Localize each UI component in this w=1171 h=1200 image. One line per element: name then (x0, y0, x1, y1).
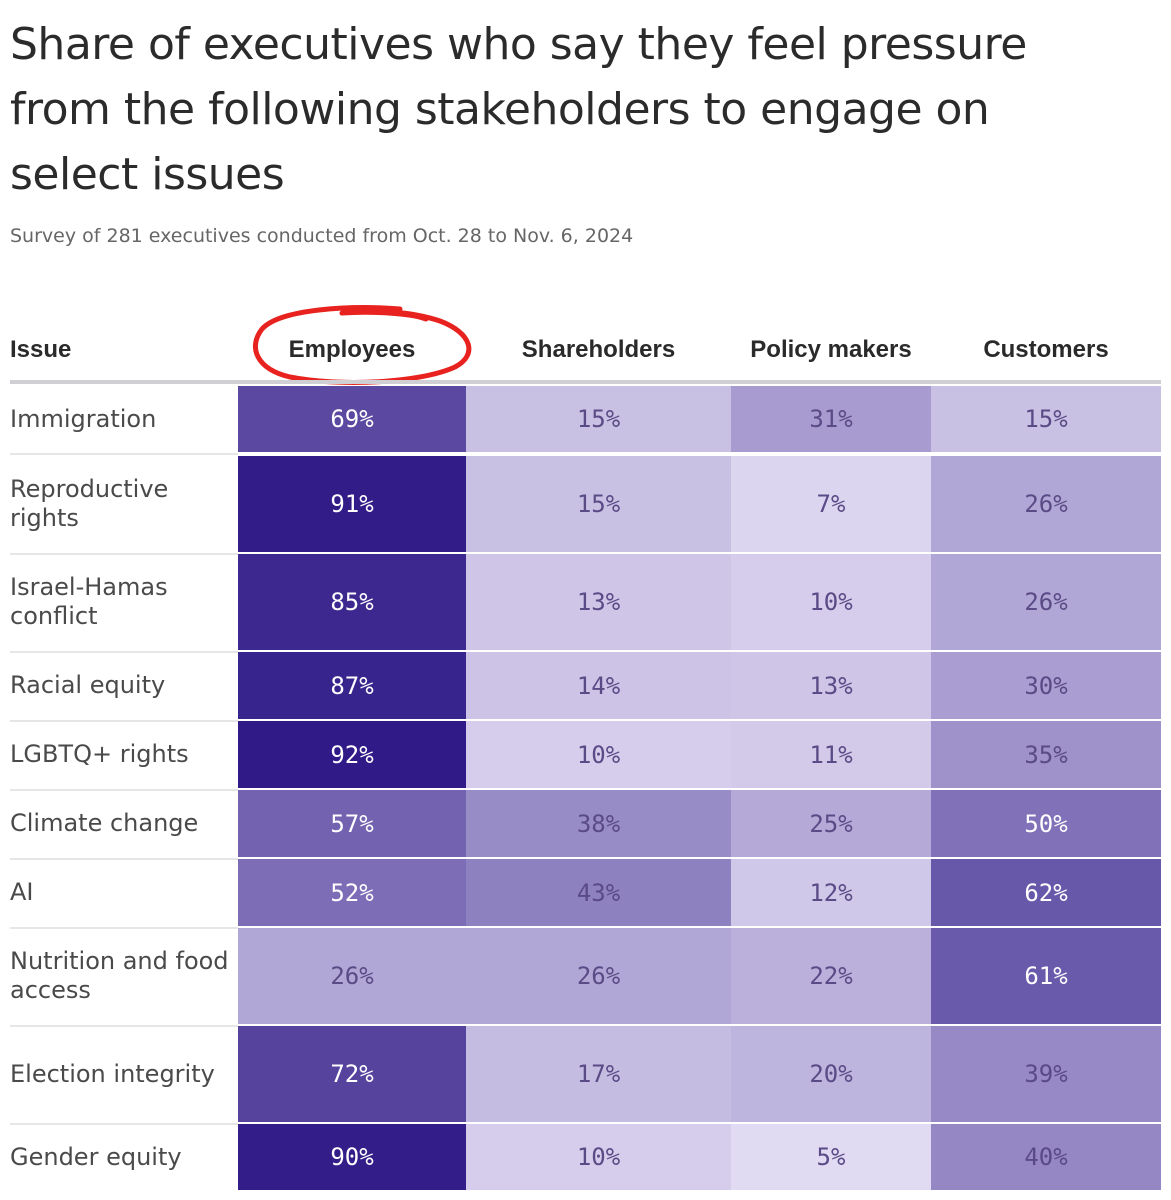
row-divider (10, 553, 238, 555)
cell-gutter (238, 926, 1161, 928)
row-divider (10, 453, 238, 455)
heatmap-cell: 22% (731, 928, 931, 1024)
heatmap-cell: 57% (238, 790, 466, 857)
heatmap-cell: 12% (731, 859, 931, 926)
cell-gutter (238, 788, 1161, 790)
heatmap-cell: 15% (466, 456, 731, 552)
cell-gutter (238, 552, 1161, 554)
row-label: Climate change (10, 809, 199, 837)
heatmap-cell: 26% (931, 554, 1161, 650)
row-label: Nutrition and food access (10, 947, 229, 1004)
row-label: Racial equity (10, 671, 166, 699)
cell-gutter (238, 650, 1161, 652)
heatmap-cell: 40% (931, 1124, 1161, 1190)
cell-gutter (238, 454, 1161, 456)
heatmap-cell: 69% (238, 386, 466, 452)
heatmap-cell: 26% (466, 928, 731, 1024)
heatmap-cell: 30% (931, 652, 1161, 719)
heatmap-cell: 15% (931, 386, 1161, 452)
row-label: Immigration (10, 404, 157, 433)
heatmap-cell: 50% (931, 790, 1161, 857)
row-label: LGBTQ+ rights (10, 740, 189, 768)
row-label: Gender equity (10, 1142, 182, 1171)
heatmap-cell: 26% (931, 456, 1161, 552)
row-divider (10, 1123, 238, 1125)
heatmap-cell: 14% (466, 652, 731, 719)
row-label: Israel-Hamas conflict (10, 573, 168, 630)
row-divider (10, 789, 238, 791)
heatmap-cell: 17% (466, 1026, 731, 1122)
heatmap-cell: 72% (238, 1026, 466, 1122)
heatmap-cell: 85% (238, 554, 466, 650)
row-divider (10, 651, 238, 653)
row-divider (10, 1025, 238, 1027)
heatmap-cell: 20% (731, 1026, 931, 1122)
cell-gutter (238, 1122, 1161, 1124)
header-divider (10, 380, 1161, 384)
heatmap-cell: 87% (238, 652, 466, 719)
row-divider (10, 720, 238, 722)
heatmap-cell: 13% (466, 554, 731, 650)
heatmap-cell: 91% (238, 456, 466, 552)
heatmap-cell: 10% (731, 554, 931, 650)
heatmap-cell: 92% (238, 721, 466, 788)
heatmap-cell: 11% (731, 721, 931, 788)
heatmap-cell: 25% (731, 790, 931, 857)
heatmap-cell: 10% (466, 721, 731, 788)
heatmap-cell: 90% (238, 1124, 466, 1190)
chart-subtitle: Survey of 281 executives conducted from … (10, 225, 634, 247)
row-label: Reproductive rights (10, 475, 169, 532)
heatmap-cell: 61% (931, 928, 1161, 1024)
heatmap-cell: 5% (731, 1124, 931, 1190)
heatmap-cell: 39% (931, 1026, 1161, 1122)
heatmap-cell: 38% (466, 790, 731, 857)
heatmap-cell: 35% (931, 721, 1161, 788)
cell-gutter (238, 1024, 1161, 1026)
column-header-employees: Employees (288, 336, 416, 363)
heatmap-cell: 62% (931, 859, 1161, 926)
heatmap-cell: 26% (238, 928, 466, 1024)
chart-title: Share of executives who say they feel pr… (10, 19, 1027, 200)
hand-drawn-circle-annotation (252, 305, 472, 385)
column-header-customers: Customers (983, 336, 1109, 363)
column-header-issue: Issue (10, 336, 72, 363)
heatmap-cell: 15% (466, 386, 731, 452)
cell-gutter (238, 719, 1161, 721)
heatmap-cell: 13% (731, 652, 931, 719)
row-label: AI (10, 878, 34, 906)
heatmap-cell: 31% (731, 386, 931, 452)
heatmap-cell: 43% (466, 859, 731, 926)
cell-gutter (238, 857, 1161, 859)
column-header-policy-makers: Policy makers (750, 336, 912, 363)
heatmap-cell: 52% (238, 859, 466, 926)
row-label: Election integrity (10, 1059, 215, 1088)
row-divider (10, 927, 238, 929)
heatmap-cell: 7% (731, 456, 931, 552)
column-header-shareholders: Shareholders (521, 336, 676, 363)
heatmap-cell: 10% (466, 1124, 731, 1190)
row-divider (10, 858, 238, 860)
